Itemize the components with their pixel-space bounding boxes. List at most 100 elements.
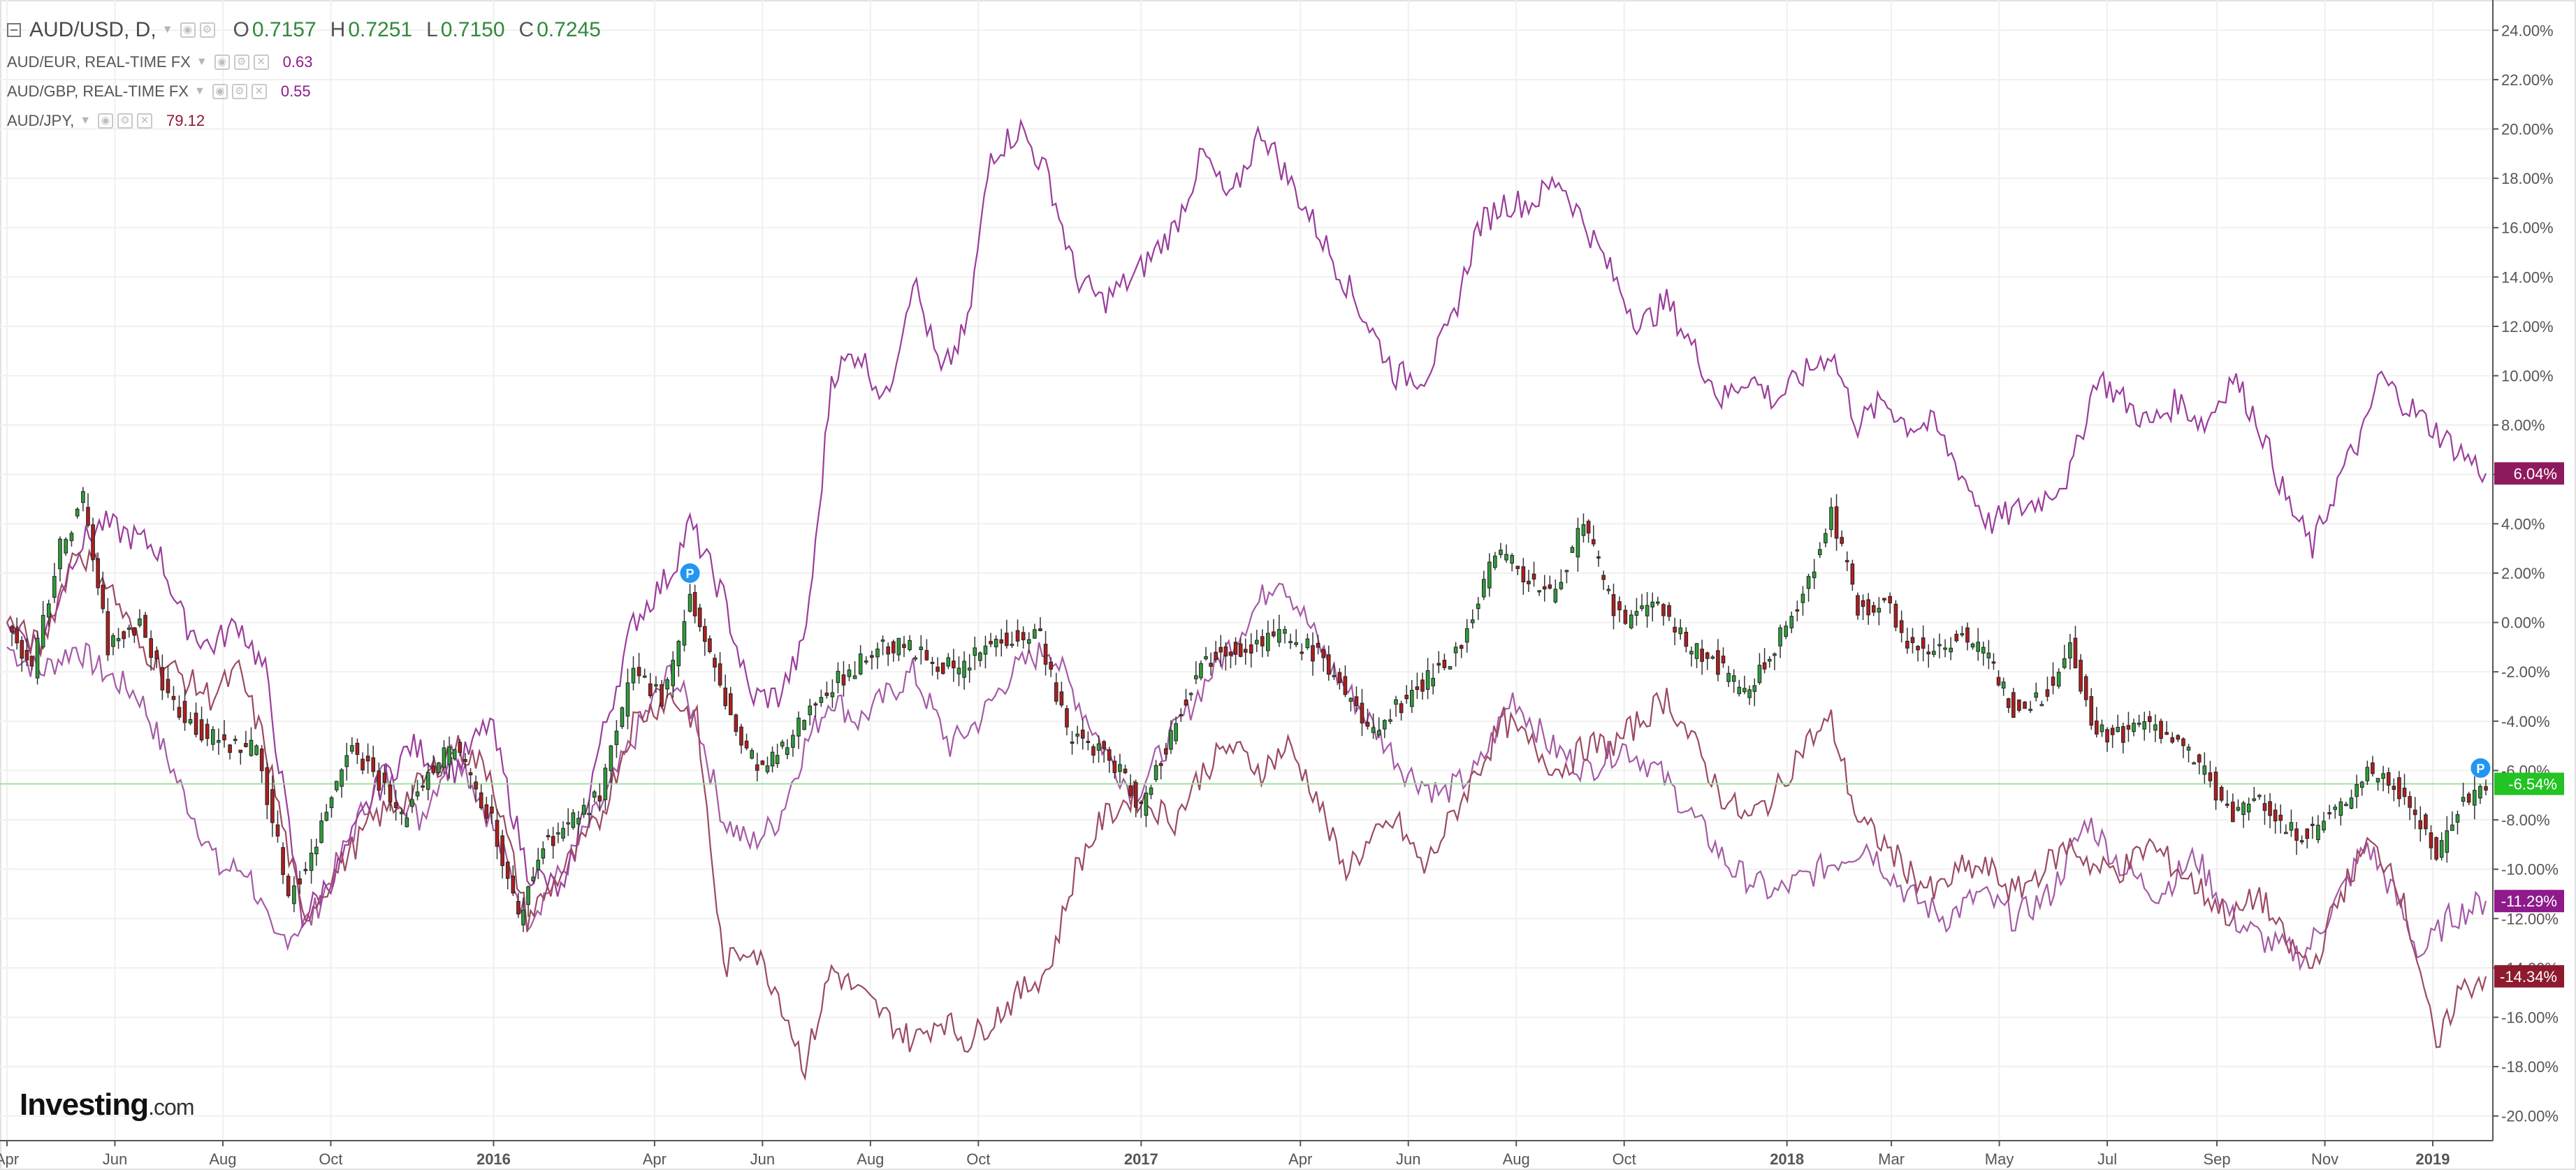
candle — [132, 627, 137, 643]
candle — [1527, 570, 1531, 593]
candle — [1731, 669, 1736, 693]
candle — [1866, 593, 1870, 625]
candle-body — [182, 700, 187, 723]
candle — [592, 790, 597, 803]
candle-body — [2439, 840, 2444, 858]
settings-icon[interactable]: ⚙ — [233, 55, 249, 70]
candle — [1376, 717, 1381, 739]
candle-body — [177, 707, 182, 718]
last-value-badge-bg — [2494, 965, 2564, 988]
candle-body — [91, 524, 95, 561]
candle-body — [2148, 716, 2152, 723]
candle-body — [526, 886, 530, 905]
candle — [1070, 730, 1075, 755]
candle-body — [2062, 658, 2067, 668]
x-tick-label: Jun — [1396, 1150, 1420, 1168]
candle-body — [841, 674, 846, 686]
candle-body — [1194, 675, 1198, 679]
candle — [2429, 825, 2433, 860]
candle-body — [665, 679, 669, 690]
candle — [442, 740, 446, 774]
y-tick-label: 24.00% — [2501, 22, 2554, 39]
candle-body — [1070, 742, 1075, 744]
candle — [1611, 584, 1616, 630]
visibility-icon[interactable]: ◉ — [212, 84, 228, 99]
candle — [739, 723, 743, 754]
candle-body — [2039, 704, 2044, 707]
candle-body — [154, 650, 159, 660]
candle-body — [1716, 650, 1720, 675]
candle — [1601, 570, 1606, 591]
candle-body — [1548, 584, 1552, 589]
candle — [188, 712, 193, 725]
candle-body — [858, 653, 863, 674]
candle-body — [1086, 741, 1091, 744]
candle-body — [1493, 556, 1497, 568]
legend-row-aud-gbp[interactable]: AUD/GBP, REAL-TIME FX ▼ ◉ ⚙ ✕ 0.55 — [7, 77, 601, 106]
visibility-icon[interactable]: ◉ — [98, 113, 114, 129]
candle-body — [2023, 701, 2027, 709]
candle — [886, 642, 890, 666]
candle-body — [1996, 677, 2001, 686]
series-line-1 — [6, 582, 2487, 972]
candle-body — [122, 631, 126, 640]
chevron-down-icon[interactable]: ▼ — [80, 115, 92, 127]
chevron-down-icon[interactable]: ▼ — [194, 85, 205, 97]
x-tick-label: Oct — [319, 1150, 342, 1168]
candle — [1844, 551, 1849, 572]
candle-body — [1394, 699, 1398, 705]
candle — [1158, 760, 1163, 780]
candle-body — [340, 769, 344, 787]
settings-icon[interactable]: ⚙ — [231, 84, 247, 99]
candle — [1091, 744, 1096, 763]
candle — [2445, 816, 2450, 863]
candle — [791, 729, 795, 757]
legend-row-aud-eur[interactable]: AUD/EUR, REAL-TIME FX ▼ ◉ ⚙ ✕ 0.63 — [7, 48, 601, 77]
x-tick-label: Jun — [103, 1150, 127, 1168]
visibility-icon[interactable]: ◉ — [214, 55, 230, 70]
settings-icon[interactable]: ⚙ — [199, 22, 215, 38]
candle — [1515, 565, 1520, 575]
series-line-3 — [6, 548, 2487, 1081]
close-icon[interactable]: ✕ — [137, 113, 153, 129]
candle-body — [222, 734, 226, 741]
settings-icon[interactable]: ⚙ — [117, 113, 133, 129]
candle — [2170, 732, 2175, 744]
candle-body — [902, 644, 906, 649]
candle-body — [1882, 598, 1886, 601]
candle — [1096, 735, 1101, 763]
x-tick-label: May — [1985, 1150, 2014, 1168]
chevron-down-icon[interactable]: ▼ — [161, 24, 173, 36]
candle — [836, 662, 841, 693]
legend-row-aud-jpy[interactable]: AUD/JPY, ▼ ◉ ⚙ ✕ 79.12 — [7, 106, 601, 136]
candle-body — [989, 641, 993, 644]
candle-body — [1586, 521, 1591, 534]
candle-body — [81, 491, 85, 503]
x-tick-label: 2017 — [1124, 1150, 1158, 1168]
candle-body — [2095, 720, 2099, 735]
close-icon[interactable]: ✕ — [251, 84, 267, 99]
chevron-down-icon[interactable]: ▼ — [196, 56, 208, 68]
collapse-icon[interactable] — [7, 23, 21, 37]
candle-body — [75, 508, 80, 517]
candle-body — [978, 652, 982, 661]
candle-body — [1149, 787, 1154, 795]
candle-body — [259, 749, 264, 772]
event-marker: P — [2471, 758, 2491, 778]
candle — [2132, 718, 2136, 737]
candle-body — [1645, 605, 1650, 616]
candle — [1510, 553, 1514, 572]
candle-body — [1154, 765, 1158, 780]
candle-body — [791, 735, 795, 748]
candle-body — [1877, 607, 1882, 613]
candle-body — [1678, 627, 1683, 635]
candle-body — [541, 848, 546, 859]
candle-body — [2252, 798, 2257, 801]
close-icon[interactable]: ✕ — [253, 55, 269, 70]
candle — [52, 563, 57, 603]
visibility-icon[interactable]: ◉ — [180, 22, 196, 38]
candle — [410, 784, 414, 814]
legend-main-row[interactable]: AUD/USD, D, ▼ ◉ ⚙ O 0.7157 H 0.7251 L 0.715… — [7, 13, 601, 48]
candle — [1926, 644, 1931, 668]
